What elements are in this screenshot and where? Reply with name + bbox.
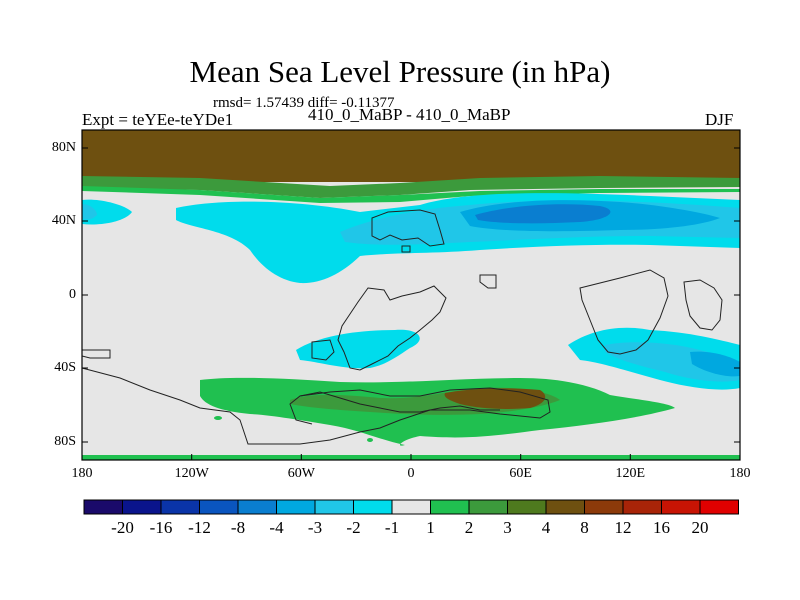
- colorbar-box: [122, 499, 162, 515]
- colorbar-box: [468, 499, 508, 515]
- colorbar-label: -12: [188, 518, 211, 537]
- colorbar-box: [314, 499, 354, 515]
- darkblue-region-north: [475, 204, 611, 224]
- colorbar-box: [622, 499, 662, 515]
- lon-label: 0: [407, 466, 415, 481]
- coast-north-america: [371, 209, 445, 247]
- colorbar-label: 1: [426, 518, 435, 537]
- lat-label: 40N: [51, 213, 76, 228]
- colorbar-box: [199, 499, 239, 515]
- colorbar: [83, 499, 739, 515]
- colorbar-box: [699, 499, 739, 515]
- blue-region-south-east: [690, 351, 740, 377]
- colorbar-label: -2: [346, 518, 361, 537]
- coast-south-america: [337, 285, 447, 371]
- lat-label: 0: [69, 287, 76, 302]
- coast-antarctica: [81, 367, 551, 445]
- colorbar-label: -20: [111, 518, 134, 537]
- plot-title: Mean Sea Level Pressure (in hPa): [189, 54, 611, 89]
- coast-madagascar: [683, 279, 723, 331]
- lat-label: 80S: [54, 434, 76, 449]
- colorbar-box: [391, 499, 431, 515]
- lon-label: 180: [729, 466, 751, 481]
- colorbar-box: [507, 499, 547, 515]
- colorbar-label: -3: [307, 518, 323, 537]
- experiment-label: Expt = teYEe-teYDe1: [82, 110, 234, 129]
- colorbar-box: [430, 499, 470, 515]
- lat-label: 80N: [51, 140, 76, 155]
- green-band-top: [82, 176, 740, 198]
- lon-label: 120E: [615, 466, 646, 481]
- cyan-region-nw: [82, 199, 132, 225]
- green-small-patch-2: [367, 438, 373, 442]
- coastlines: [81, 209, 723, 445]
- lightblue-region-nw: [82, 204, 97, 220]
- brown-region-south: [444, 388, 546, 409]
- coast-antarctica-shelf: [299, 391, 500, 413]
- lon-label: 60W: [287, 466, 315, 481]
- colorbar-box: [353, 499, 393, 515]
- colorbar-label: 12: [614, 518, 632, 537]
- coast-africa: [579, 269, 669, 355]
- green-band-top-light: [82, 186, 740, 203]
- colorbar-label: -16: [149, 518, 173, 537]
- lon-label: 60E: [509, 466, 532, 481]
- stats-text: rmsd= 1.57439 diff= -0.11377: [213, 95, 395, 111]
- season-label: DJF: [705, 110, 734, 129]
- lon-label: 180: [71, 466, 93, 481]
- colorbar-label: -1: [384, 518, 400, 537]
- lon-label: 120W: [174, 466, 209, 481]
- colorbar-box: [661, 499, 701, 515]
- colorbar-label: 20: [691, 518, 709, 537]
- colorbar-box: [160, 499, 200, 515]
- brown-band: [82, 130, 740, 182]
- coast-antarctic-peninsula: [311, 339, 335, 361]
- colorbar-label: -8: [230, 518, 246, 537]
- colorbar-box: [83, 499, 123, 515]
- coast-caribbean: [401, 245, 497, 289]
- lat-label: 40S: [54, 360, 76, 375]
- period-label: 410_0_MaBP - 410_0_MaBP: [308, 105, 511, 124]
- colorbar-box: [584, 499, 624, 515]
- colorbar-label: 8: [580, 518, 589, 537]
- colorbar-label: 16: [653, 518, 670, 537]
- axis-ticks: [81, 147, 741, 460]
- colorbar-label: 4: [541, 518, 551, 537]
- colorbar-box: [276, 499, 316, 515]
- colorbar-label: -4: [269, 518, 284, 537]
- colorbar-label: 2: [464, 518, 474, 537]
- colorbar-label: 3: [503, 518, 512, 537]
- colorbar-box: [545, 499, 585, 515]
- colorbar-box: [237, 499, 277, 515]
- green-small-patch-1: [214, 416, 222, 420]
